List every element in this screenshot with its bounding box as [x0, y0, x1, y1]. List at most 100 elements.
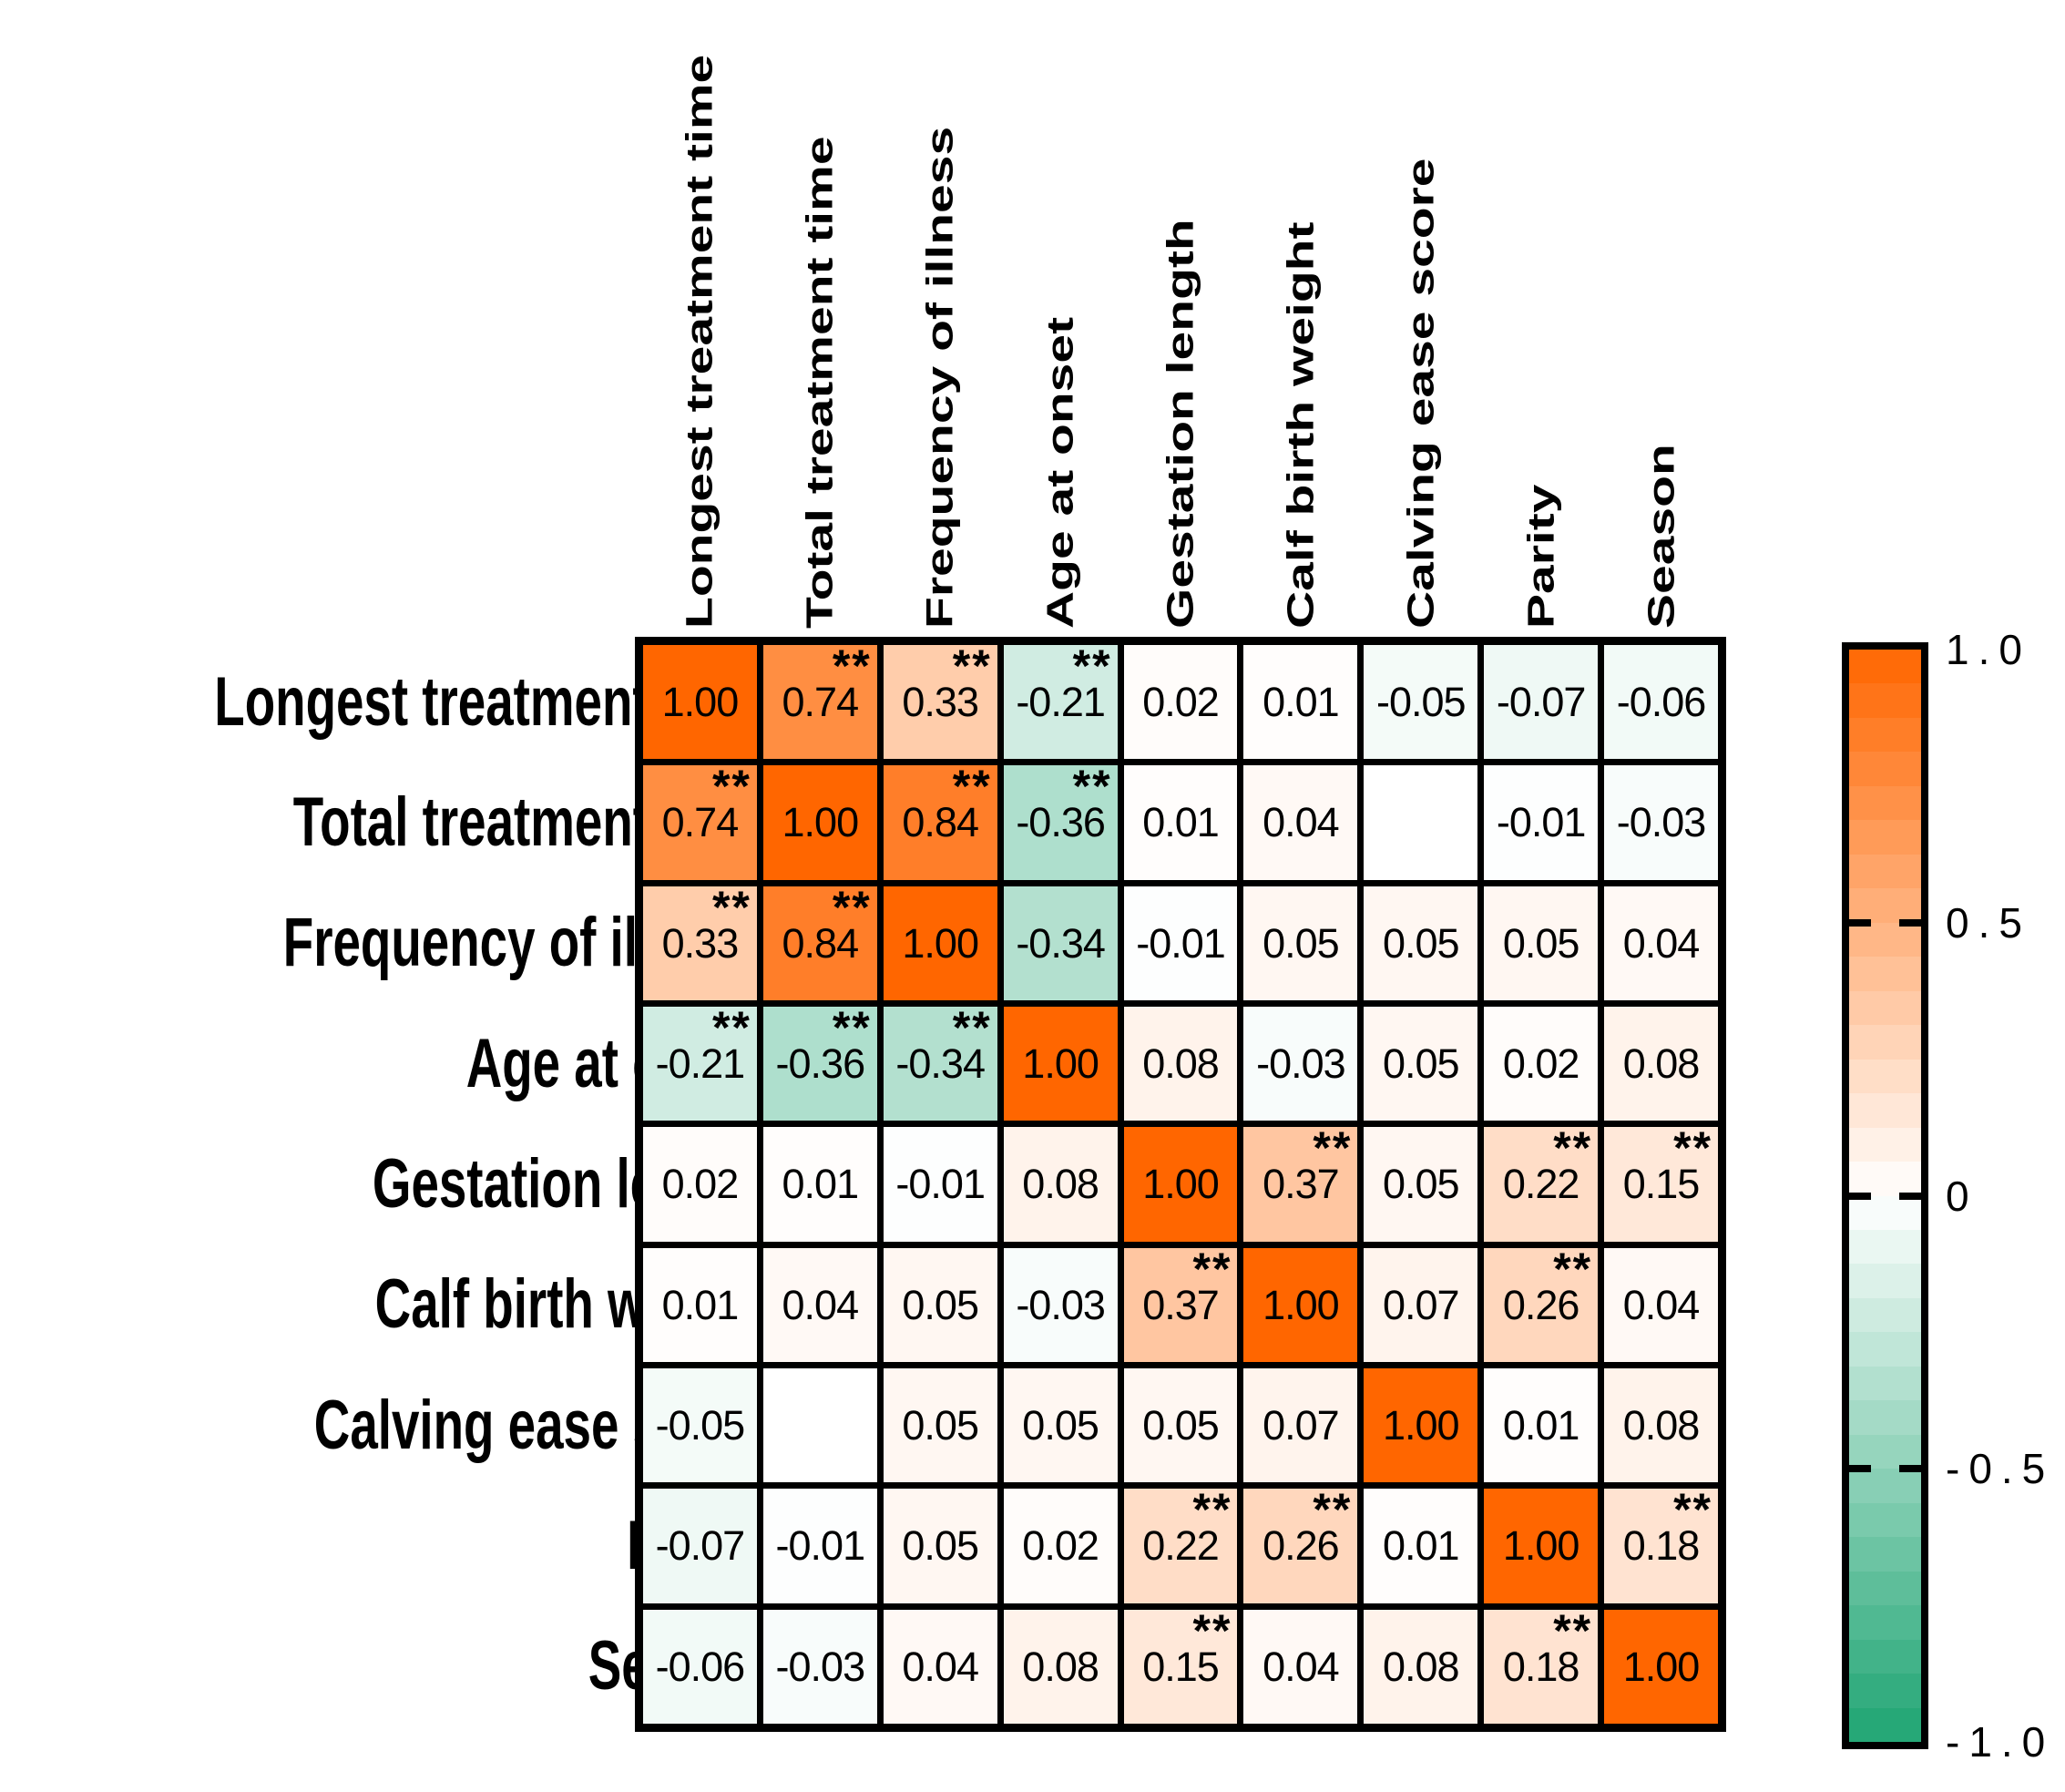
cell-value: -0.34: [1016, 919, 1106, 967]
heatmap-cell: 0.33 **: [643, 885, 757, 1000]
heatmap-cell: 0.01: [762, 1127, 877, 1242]
significance-marker: **: [1192, 1243, 1232, 1295]
cell-value: 0.33: [661, 919, 740, 967]
heatmap-cell: 1.00: [1484, 1489, 1599, 1603]
significance-marker: **: [1673, 1122, 1712, 1174]
heatmap-cell: -0.36 **: [762, 1005, 877, 1121]
cell-value: 0.84: [902, 799, 979, 846]
colorbar-band: [1849, 1162, 1921, 1196]
heatmap-cell: 0.08: [1003, 1609, 1118, 1724]
cell-value: -0.01: [895, 1161, 986, 1208]
heatmap-cell: 0.26 **: [1243, 1487, 1358, 1603]
cell-value: 0.07: [1263, 1402, 1340, 1449]
cell-value: 1.00: [1263, 1281, 1340, 1328]
heatmap-cell: -0.21 **: [1003, 640, 1118, 760]
colorbar-band: [1849, 1674, 1921, 1708]
heatmap-cell: 0.05: [883, 1247, 997, 1362]
colorbar-band: [1849, 1264, 1921, 1298]
heatmap-cell: -0.21 **: [643, 1002, 757, 1121]
heatmap-cell: -0.01: [762, 1489, 877, 1603]
heatmap-cell: 0.37 **: [1123, 1243, 1238, 1362]
cell-value: -0.05: [655, 1402, 746, 1449]
heatmap-cell: -0.03: [762, 1609, 877, 1724]
cell-value: -0.03: [775, 1643, 866, 1690]
colorbar-band: [1849, 1400, 1921, 1435]
cell-value: 1.00: [1502, 1522, 1580, 1570]
cell-value: 1.00: [661, 679, 740, 726]
cell-value: -0.21: [655, 1040, 746, 1088]
cell-value: 0.08: [1382, 1643, 1460, 1690]
heatmap-cell: 0.02: [643, 1127, 757, 1242]
heatmap-cell: 0.04: [1243, 765, 1358, 880]
heatmap-cell: 1.00: [1003, 1007, 1118, 1121]
heatmap-cell: [762, 1368, 877, 1483]
cell-value: -0.05: [1375, 679, 1467, 726]
heatmap-cell: 0.05: [1364, 1127, 1478, 1242]
heatmap-cell: -0.34: [1003, 886, 1118, 1000]
colorbar-band: [1849, 820, 1921, 855]
cell-value: -0.01: [1136, 919, 1226, 967]
colorbar-band: [1849, 1502, 1921, 1538]
cell-value: 0.74: [782, 679, 860, 726]
heatmap-grid: 1.00 0.74 ** 0.33 ** -0.21 ** 0.02 0.01 -0.05 -0.0…: [635, 637, 1726, 1732]
significance-marker: **: [832, 881, 872, 933]
cell-value: 0.37: [1142, 1281, 1220, 1328]
significance-marker: **: [1072, 640, 1112, 691]
heatmap-cell: 0.07: [1364, 1247, 1478, 1362]
heatmap-cell: 0.05: [1003, 1368, 1118, 1483]
heatmap-cell: 0.84 **: [883, 763, 997, 880]
cell-value: 1.00: [1142, 1161, 1220, 1208]
cell-value: 0.22: [1142, 1522, 1220, 1570]
significance-marker: **: [1673, 1484, 1712, 1536]
cell-value: 0.74: [661, 799, 740, 846]
heatmap-cell: 0.04: [762, 1247, 877, 1362]
heatmap-cell: 0.01: [643, 1247, 757, 1362]
cell-value: 0.04: [1263, 799, 1340, 846]
colorbar-tick: [1849, 918, 1871, 927]
colorbar-tick: [1849, 1465, 1871, 1473]
row-labels: Longest treatment time Total treatment ti…: [0, 645, 765, 1724]
cell-value: -0.21: [1016, 679, 1106, 726]
colorbar-band: [1849, 752, 1921, 786]
heatmap-cell: 0.15 **: [1604, 1122, 1718, 1242]
heatmap-cell: 0.05: [1364, 1007, 1478, 1121]
heatmap-cell: 0.74 **: [643, 761, 757, 880]
cell-value: 0.05: [1022, 1402, 1099, 1449]
column-header: Calving ease score: [1364, 0, 1477, 629]
heatmap-cell: 0.37 **: [1243, 1125, 1358, 1242]
heatmap-cell: 0.22 **: [1484, 1125, 1599, 1242]
cell-value: 0.05: [1382, 1161, 1460, 1208]
colorbar-tick: [1899, 918, 1921, 927]
heatmap-cell: -0.06: [1604, 645, 1718, 760]
cell-value: 0.18: [1622, 1522, 1701, 1570]
cell-value: 0.05: [902, 1522, 979, 1570]
cell-value: 0.04: [1622, 919, 1701, 967]
cell-value: 0.04: [902, 1643, 979, 1690]
column-header-text: Season: [1640, 444, 1682, 629]
cell-value: 0.05: [902, 1402, 979, 1449]
cell-value: -0.36: [775, 1040, 866, 1088]
column-header-text: Total treatment time: [799, 136, 842, 629]
cell-value: -0.03: [1016, 1281, 1106, 1328]
heatmap-cell: [1364, 765, 1478, 880]
cell-value: 0.04: [1622, 1281, 1701, 1328]
heatmap-cell: -0.01: [883, 1127, 997, 1242]
cell-value: -0.03: [1616, 799, 1707, 846]
cell-value: 0.05: [1382, 1040, 1460, 1088]
heatmap-cell: -0.06: [643, 1609, 757, 1724]
cell-value: 0.08: [1022, 1161, 1099, 1208]
cell-value: -0.01: [775, 1522, 866, 1570]
cell-value: 0.05: [1263, 919, 1340, 967]
column-header: Parity: [1484, 0, 1598, 629]
heatmap-cell: 0.01: [1484, 1368, 1599, 1483]
cell-value: 0.01: [661, 1281, 740, 1328]
heatmap-cell: 0.05: [1364, 886, 1478, 1000]
significance-marker: **: [1553, 1604, 1593, 1656]
heatmap-cell: 0.01: [1123, 765, 1238, 880]
colorbar-band: [1849, 1297, 1921, 1333]
significance-marker: **: [711, 761, 751, 813]
cell-value: 0.84: [782, 919, 860, 967]
cell-value: 0.01: [1502, 1402, 1580, 1449]
significance-marker: **: [711, 1002, 751, 1053]
